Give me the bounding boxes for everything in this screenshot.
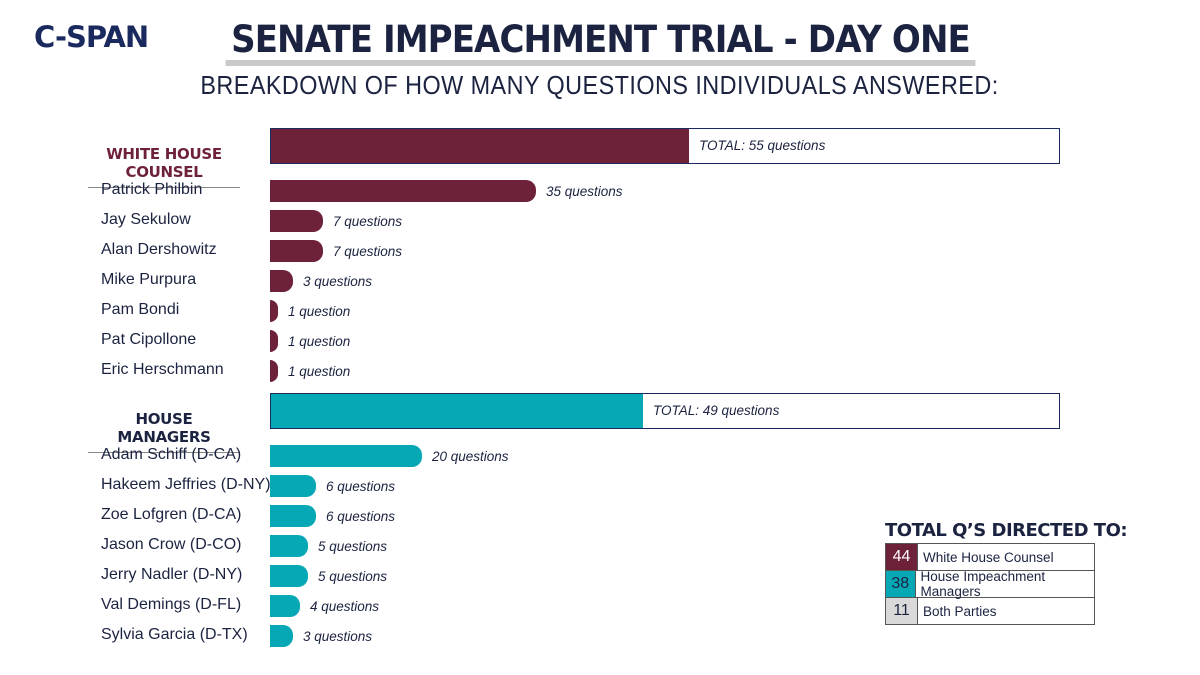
member-bar <box>270 360 278 382</box>
member-bar-label: 1 question <box>288 304 351 319</box>
member-bar-label: 5 questions <box>318 539 388 554</box>
chart-subtitle: BREAKDOWN OF HOW MANY QUESTIONS INDIVIDU… <box>200 70 1000 100</box>
legend-count: 44 <box>886 544 918 570</box>
legend-table: 44 White House Counsel 38 House Impeachment… <box>885 543 1095 625</box>
member-name: Pam Bondi <box>101 301 180 318</box>
member-bar-label: 6 questions <box>326 509 396 524</box>
member-bar-label: 35 questions <box>546 184 623 199</box>
member-name: Adam Schiff (D-CA) <box>101 446 242 463</box>
section-label: HOUSE MANAGERS <box>88 410 240 453</box>
legend-count: 38 <box>886 571 916 597</box>
member-bar-label: 5 questions <box>318 569 388 584</box>
total-bar-label: TOTAL: 49 questions <box>653 403 780 418</box>
member-bar <box>270 270 293 292</box>
legend-row: 11 Both Parties <box>886 597 1094 624</box>
member-bar <box>270 330 278 352</box>
member-bar-label: 6 questions <box>326 479 396 494</box>
chart-title: SENATE IMPEACHMENT TRIAL - DAY ONE <box>0 20 1200 66</box>
member-name: Patrick Philbin <box>101 181 203 198</box>
member-bar-label: 3 questions <box>303 274 373 289</box>
member-bar <box>270 475 316 497</box>
member-bar-label: 4 questions <box>310 599 380 614</box>
legend-title: TOTAL Q’S DIRECTED TO: <box>885 520 1128 541</box>
section-label: WHITE HOUSE COUNSEL <box>88 145 240 188</box>
member-name: Jerry Nadler (D-NY) <box>101 566 243 583</box>
member-bar <box>270 300 278 322</box>
legend-row: 44 White House Counsel <box>886 544 1094 570</box>
member-name: Pat Cipollone <box>101 331 197 348</box>
member-bar-label: 20 questions <box>432 449 509 464</box>
total-bar-fill <box>271 394 643 428</box>
total-bar: TOTAL: 49 questions <box>270 393 1060 429</box>
legend-label: White House Counsel <box>923 549 1054 565</box>
total-bar-label: TOTAL: 55 questions <box>699 138 826 153</box>
member-bar <box>270 505 316 527</box>
member-bar <box>270 210 323 232</box>
member-bar-label: 7 questions <box>333 214 403 229</box>
member-bar <box>270 625 293 647</box>
member-bar <box>270 240 323 262</box>
legend-label: House Impeachment Managers <box>920 569 1046 599</box>
member-bar-label: 3 questions <box>303 629 373 644</box>
member-name: Zoe Lofgren (D-CA) <box>101 506 242 523</box>
member-bar <box>270 445 422 467</box>
member-bar-label: 7 questions <box>333 244 403 259</box>
cspan-logo: C-SPAN <box>34 20 149 54</box>
member-name: Val Demings (D-FL) <box>101 596 242 613</box>
member-name: Sylvia Garcia (D-TX) <box>101 626 248 643</box>
total-bar: TOTAL: 55 questions <box>270 128 1060 164</box>
member-bar-label: 1 question <box>288 364 351 379</box>
member-bar <box>270 595 300 617</box>
member-bar-label: 1 question <box>288 334 351 349</box>
member-name: Jason Crow (D-CO) <box>101 536 242 553</box>
member-name: Alan Dershowitz <box>101 241 217 258</box>
member-bar <box>270 535 308 557</box>
legend-row: 38 House Impeachment Managers <box>886 569 1094 599</box>
member-name: Eric Herschmann <box>101 361 224 378</box>
member-name: Mike Purpura <box>101 271 197 288</box>
legend-count: 11 <box>886 598 918 624</box>
total-bar-fill <box>271 129 689 163</box>
member-name: Hakeem Jeffries (D-NY) <box>101 476 271 493</box>
member-bar <box>270 180 536 202</box>
member-bar <box>270 565 308 587</box>
legend-label: Both Parties <box>923 603 997 619</box>
member-name: Jay Sekulow <box>101 211 191 228</box>
